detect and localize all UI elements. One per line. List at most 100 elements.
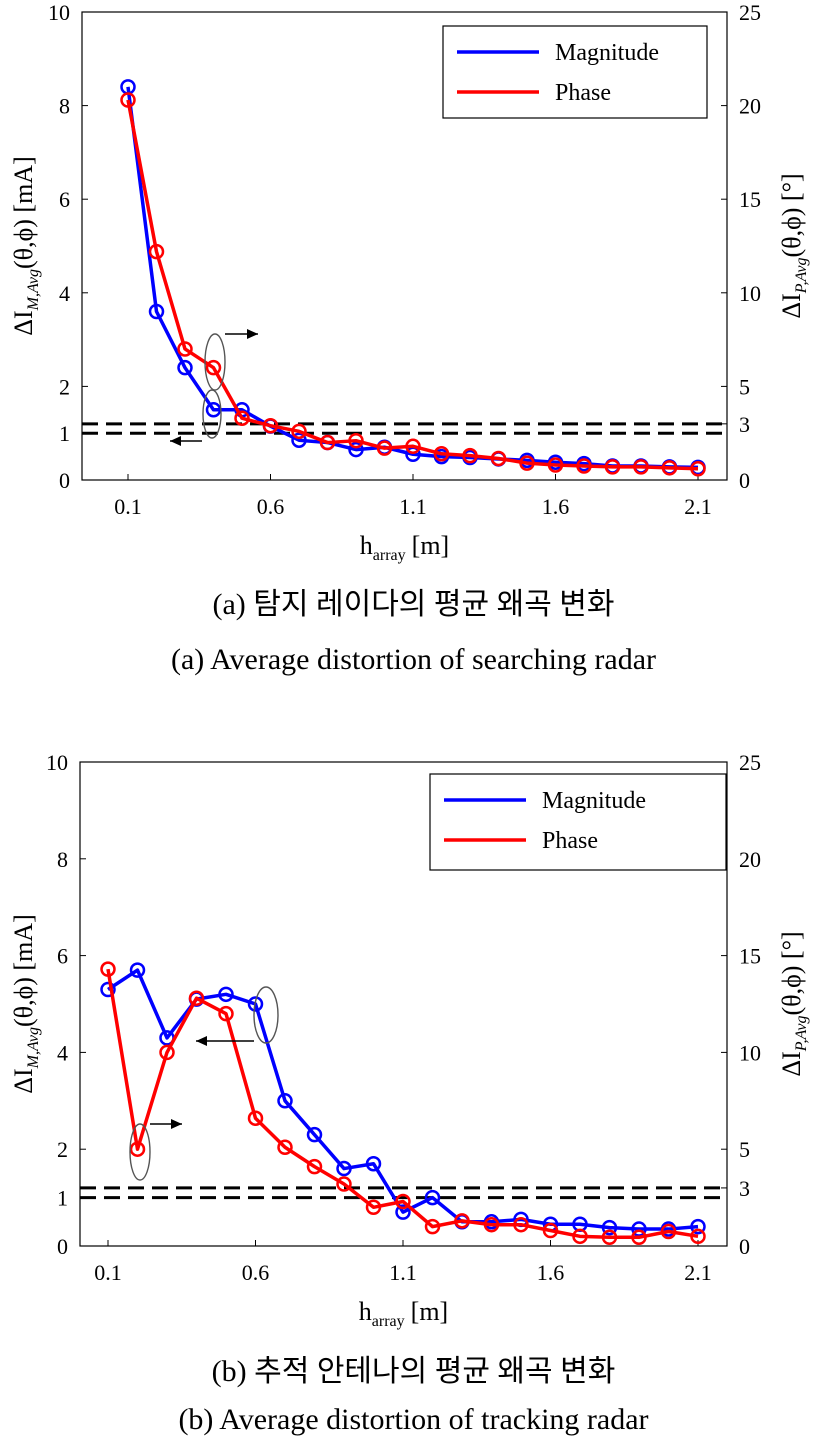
- data-point-phase: [348, 432, 364, 449]
- y-right-tick-label: 0: [739, 1234, 750, 1259]
- data-point-magnitude: [129, 962, 146, 978]
- y-right-axis-label-sub: P,Avg: [793, 258, 810, 295]
- x-axis-label: harray [m]: [359, 1297, 448, 1330]
- y-left-tick-label: 4: [59, 281, 70, 306]
- x-axis-label-sub: array: [372, 1313, 405, 1330]
- y-right-tick-label: 25: [739, 750, 761, 775]
- y-right-axis-label: ΔIP,Avg(θ,ϕ) [°]: [777, 173, 810, 318]
- data-point-magnitude: [218, 986, 234, 1003]
- data-point-phase: [365, 1199, 382, 1216]
- x-tick-label: 2.1: [684, 1260, 712, 1285]
- data-point-phase: [100, 961, 116, 977]
- y-right-axis-label-sub: P,Avg: [793, 1016, 810, 1053]
- y-left-axis-label-text: ΔIM,Avg(θ,ϕ) [mA]: [9, 914, 42, 1094]
- annot-mag-left-arrow-head: [196, 1036, 207, 1046]
- x-tick-label: 0.6: [242, 1260, 270, 1285]
- annot-phase-right-arrow-head: [247, 329, 258, 339]
- data-point-phase: [218, 1005, 234, 1022]
- y-left-tick-label: 10: [46, 750, 68, 775]
- y-left-axis-label-main: ΔI: [9, 1068, 38, 1093]
- y-right-tick-label: 25: [739, 0, 761, 25]
- y-right-tick-label: 3: [739, 412, 750, 437]
- data-point-phase: [690, 461, 706, 477]
- data-point-magnitude: [365, 1155, 382, 1172]
- data-point-magnitude: [348, 441, 364, 458]
- caption-a-english: (a) Average distortion of searching rada…: [170, 643, 657, 676]
- y-left-tick-label: 6: [57, 944, 68, 969]
- data-point-magnitude: [100, 981, 116, 998]
- data-point-phase: [690, 1228, 706, 1245]
- series-line-phase: [106, 968, 699, 1240]
- data-point-phase: [604, 459, 621, 475]
- data-point-magnitude: [205, 402, 222, 418]
- data-point-magnitude: [291, 432, 307, 448]
- annot-mag-left-ellipse: [253, 986, 279, 1044]
- caption-b-english: (b) Average distortion of tracking radar: [178, 1403, 649, 1436]
- data-point-phase: [547, 457, 564, 473]
- y-right-axis-label-text: ΔIP,Avg(θ,ϕ) [°]: [777, 173, 810, 318]
- data-point-magnitude: [424, 1189, 441, 1206]
- data-point-magnitude: [601, 1219, 618, 1236]
- data-point-phase: [433, 446, 450, 462]
- y-right-axis-label-rest: (θ,ϕ) [°]: [777, 173, 806, 257]
- y-left-tick-label: 0: [59, 468, 70, 493]
- chart-b: 0.1 0.6 1.1 1.6 2.1 0 1 2 4 6 8 10 0 3 5 10 15 20 25 Magnit…: [9, 750, 810, 1330]
- data-point-phase: [424, 1218, 441, 1235]
- legend-box: [429, 773, 727, 871]
- x-tick-label: 1.6: [542, 494, 570, 519]
- x-tick-label: 1.1: [389, 1260, 417, 1285]
- x-axis-label-unit: [m]: [412, 531, 450, 560]
- plot-frame: [81, 11, 728, 481]
- data-point-magnitude: [277, 1093, 293, 1109]
- x-axis-label: harray [m]: [360, 531, 449, 564]
- x-axis-label-main: h: [360, 531, 373, 560]
- data-point-phase: [159, 1044, 175, 1061]
- y-left-tick-label: 8: [59, 94, 70, 119]
- y-left-tick-label: 1: [57, 1186, 68, 1211]
- data-point-phase: [234, 410, 250, 426]
- legend-label-magnitude: Magnitude: [542, 788, 646, 814]
- data-point-phase: [633, 459, 649, 475]
- y-right-tick-label: 10: [739, 281, 761, 306]
- data-point-phase: [405, 438, 421, 455]
- data-point-magnitude: [306, 1126, 323, 1143]
- data-point-phase: [462, 447, 478, 464]
- y-left-tick-label: 2: [57, 1137, 68, 1162]
- y-left-tick-label: 4: [57, 1040, 68, 1065]
- data-point-phase: [291, 423, 307, 440]
- x-tick-label: 0.1: [114, 494, 142, 519]
- annot-phase-right-ellipse: [129, 1123, 151, 1181]
- data-point-phase: [483, 1216, 500, 1233]
- y-right-tick-label: 0: [739, 468, 750, 493]
- x-tick-label: 1.6: [537, 1260, 565, 1285]
- data-point-phase: [129, 1141, 146, 1157]
- y-right-tick-label: 15: [739, 944, 761, 969]
- x-axis-label-main: h: [359, 1297, 372, 1326]
- data-point-phase: [601, 1229, 618, 1246]
- y-right-tick-label: 5: [739, 374, 750, 399]
- legend-label-phase: Phase: [542, 828, 598, 854]
- series-line-magnitude: [107, 968, 699, 1231]
- y-left-axis-label-rest: (θ,ϕ) [mA]: [9, 156, 38, 269]
- y-right-tick-label: 20: [739, 94, 761, 119]
- data-point-phase: [277, 1139, 293, 1156]
- data-point-magnitude: [690, 1218, 706, 1235]
- data-point-phase: [188, 990, 205, 1006]
- y-left-axis-label: ΔIM,Avg(θ,ϕ) [mA]: [9, 914, 42, 1094]
- y-left-axis-label-sub: M,Avg: [25, 1027, 42, 1069]
- data-point-phase: [336, 1176, 352, 1192]
- y-right-axis-label-main: ΔI: [777, 1051, 806, 1076]
- data-point-phase: [205, 359, 222, 376]
- data-point-magnitude: [148, 303, 165, 320]
- annot-phase-right-arrow-head: [171, 1119, 182, 1129]
- data-point-phase: [660, 1223, 677, 1240]
- y-left-axis-label-rest: (θ,ϕ) [mA]: [9, 914, 38, 1027]
- x-tick-label: 1.1: [399, 494, 427, 519]
- x-axis-label-unit: [m]: [411, 1297, 449, 1326]
- data-point-phase: [319, 434, 336, 451]
- series-line-magnitude: [126, 86, 699, 470]
- data-point-phase: [177, 341, 193, 357]
- chart-a: 0.1 0.6 1.1 1.6 2.1 0 1 2 4 6 8 10 0 3 5 10 15 20 25 Magnit…: [9, 0, 810, 564]
- data-point-phase: [631, 1229, 647, 1246]
- y-left-axis-label-sub: M,Avg: [25, 269, 42, 311]
